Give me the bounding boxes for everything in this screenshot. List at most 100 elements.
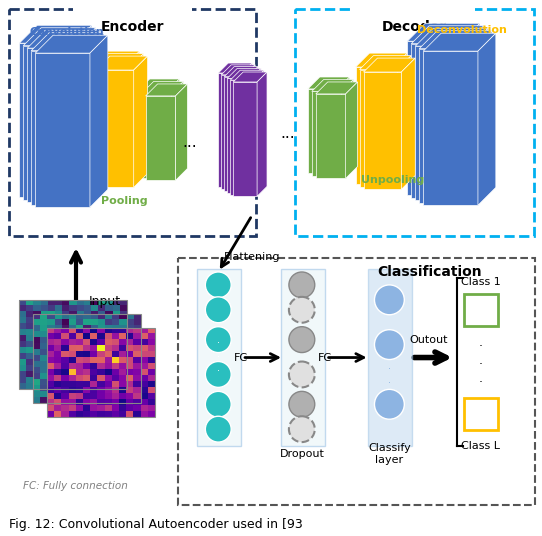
Circle shape (205, 272, 231, 298)
Polygon shape (419, 49, 474, 203)
Polygon shape (35, 53, 90, 207)
Polygon shape (397, 56, 411, 187)
Polygon shape (419, 31, 492, 49)
Polygon shape (23, 46, 78, 200)
Polygon shape (138, 79, 179, 91)
Polygon shape (90, 35, 108, 207)
Polygon shape (218, 63, 252, 73)
Text: FC: Fully connection: FC: Fully connection (23, 481, 128, 491)
Polygon shape (257, 72, 267, 196)
Polygon shape (407, 41, 462, 196)
Polygon shape (312, 79, 353, 92)
Polygon shape (141, 93, 171, 178)
Polygon shape (92, 54, 144, 68)
Polygon shape (466, 26, 484, 198)
Polygon shape (138, 91, 167, 175)
Text: ···: ··· (47, 406, 60, 420)
Polygon shape (248, 66, 258, 191)
Polygon shape (415, 28, 488, 46)
Polygon shape (171, 81, 183, 178)
Polygon shape (230, 70, 264, 80)
Text: Pooling: Pooling (101, 196, 148, 206)
Polygon shape (146, 96, 176, 181)
Polygon shape (221, 75, 245, 189)
Polygon shape (88, 51, 140, 65)
Polygon shape (176, 84, 188, 181)
Text: Class L: Class L (461, 441, 500, 451)
Circle shape (289, 391, 315, 417)
Polygon shape (356, 67, 393, 184)
Text: Encoder: Encoder (101, 20, 164, 34)
Polygon shape (31, 50, 86, 205)
Polygon shape (356, 53, 407, 67)
Text: ·
·
·: · · · (479, 340, 483, 389)
Polygon shape (346, 82, 358, 178)
Text: ·
·
·: · · · (217, 339, 220, 376)
Polygon shape (27, 30, 100, 48)
Text: Classification: Classification (377, 265, 481, 279)
Circle shape (289, 297, 315, 323)
Polygon shape (86, 33, 104, 205)
Polygon shape (20, 25, 92, 43)
Text: ·
·
·: · · · (388, 351, 391, 389)
Polygon shape (411, 43, 466, 198)
Circle shape (205, 391, 231, 417)
Text: ...: ... (281, 126, 295, 141)
Circle shape (205, 416, 231, 442)
Polygon shape (312, 92, 341, 176)
Circle shape (289, 416, 315, 442)
Text: Flattening: Flattening (224, 252, 280, 262)
Circle shape (205, 361, 231, 388)
Text: Convolution: Convolution (29, 27, 104, 37)
Polygon shape (411, 26, 484, 43)
Polygon shape (126, 51, 140, 182)
Polygon shape (423, 51, 478, 205)
Text: Input: Input (89, 295, 121, 308)
FancyBboxPatch shape (197, 269, 241, 446)
Text: Decoder: Decoder (382, 20, 447, 34)
Polygon shape (141, 81, 183, 93)
FancyBboxPatch shape (281, 269, 325, 446)
Polygon shape (35, 35, 108, 53)
Polygon shape (341, 79, 353, 176)
Circle shape (289, 361, 315, 388)
Polygon shape (74, 25, 92, 197)
Polygon shape (224, 66, 258, 77)
Text: Dropout: Dropout (280, 449, 324, 459)
Text: Deconvolution: Deconvolution (417, 25, 507, 35)
Polygon shape (364, 72, 401, 189)
Polygon shape (78, 28, 96, 200)
Polygon shape (338, 77, 350, 174)
FancyBboxPatch shape (464, 294, 498, 326)
Polygon shape (227, 78, 251, 193)
Circle shape (205, 297, 231, 323)
Circle shape (289, 327, 315, 353)
Polygon shape (224, 77, 248, 191)
Text: FC: FC (318, 353, 332, 362)
Circle shape (375, 285, 404, 315)
Polygon shape (308, 89, 338, 174)
FancyBboxPatch shape (369, 269, 412, 446)
Text: Class 1: Class 1 (461, 277, 501, 287)
Circle shape (375, 330, 404, 360)
FancyBboxPatch shape (464, 398, 498, 430)
Polygon shape (134, 56, 147, 188)
Text: Fig. 12: Convolutional Autoencoder used in [93: Fig. 12: Convolutional Autoencoder used … (9, 518, 303, 531)
Circle shape (375, 389, 404, 419)
Polygon shape (359, 56, 411, 70)
Polygon shape (23, 28, 96, 46)
Polygon shape (415, 46, 470, 200)
Text: Outout: Outout (409, 334, 448, 345)
Polygon shape (31, 33, 104, 50)
Text: ...: ... (182, 135, 197, 150)
Text: Classify
layer: Classify layer (368, 443, 411, 465)
Polygon shape (146, 84, 188, 96)
Text: FC: FC (234, 353, 248, 362)
Polygon shape (470, 28, 488, 200)
Polygon shape (254, 70, 264, 195)
Polygon shape (308, 77, 350, 89)
Circle shape (289, 272, 315, 298)
Polygon shape (130, 54, 144, 185)
Polygon shape (230, 80, 254, 195)
Text: Unpooling: Unpooling (361, 175, 424, 185)
